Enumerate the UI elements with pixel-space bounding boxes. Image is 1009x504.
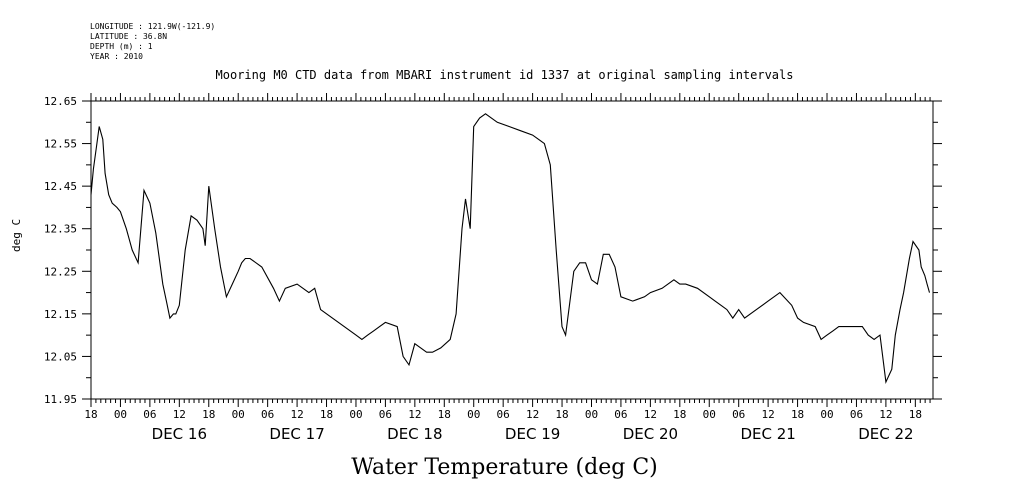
x-tick-label: 00	[467, 408, 480, 421]
y-tick-label: 12.15	[44, 308, 77, 321]
chart-title: Mooring M0 CTD data from MBARI instrumen…	[215, 68, 794, 82]
y-tick-label: 11.95	[44, 393, 77, 406]
x-day-label: DEC 16	[152, 425, 207, 443]
x-tick-label: 00	[703, 408, 716, 421]
x-tick-label: 18	[438, 408, 451, 421]
x-tick-label: 00	[114, 408, 127, 421]
x-day-label: DEC 17	[269, 425, 324, 443]
y-axis-label: deg C	[10, 218, 23, 252]
x-tick-label: 12	[290, 408, 303, 421]
x-tick-label: 06	[497, 408, 510, 421]
x-day-label: DEC 18	[387, 425, 442, 443]
x-tick-label: 18	[320, 408, 333, 421]
y-tick-label: 12.55	[44, 138, 77, 151]
x-tick-label: 06	[379, 408, 392, 421]
year-text: YEAR : 2010	[90, 52, 143, 61]
x-tick-label: 00	[232, 408, 245, 421]
x-day-label: DEC 19	[505, 425, 560, 443]
x-day-label: DEC 21	[740, 425, 795, 443]
x-tick-label: 18	[673, 408, 686, 421]
x-tick-label: 00	[585, 408, 598, 421]
x-tick-label: 00	[820, 408, 833, 421]
y-tick-label: 12.35	[44, 223, 77, 236]
x-tick-label: 12	[879, 408, 892, 421]
x-tick-label: 18	[791, 408, 804, 421]
x-tick-label: 18	[555, 408, 568, 421]
x-tick-label: 12	[408, 408, 421, 421]
x-day-label: DEC 20	[623, 425, 678, 443]
latitude-text: LATITUDE : 36.8N	[90, 32, 168, 41]
x-tick-label: 06	[850, 408, 863, 421]
y-tick-label: 12.25	[44, 265, 77, 278]
x-tick-label: 18	[84, 408, 97, 421]
y-tick-label: 12.05	[44, 350, 77, 363]
x-tick-label: 12	[173, 408, 186, 421]
x-tick-label: 06	[143, 408, 156, 421]
x-tick-label: 18	[909, 408, 922, 421]
depth-text: DEPTH (m) : 1	[90, 42, 153, 51]
x-tick-label: 06	[614, 408, 627, 421]
x-tick-label: 00	[349, 408, 362, 421]
metadata-block: LONGITUDE : 121.9W(-121.9) LATITUDE : 36…	[90, 22, 215, 62]
x-day-label: DEC 22	[858, 425, 913, 443]
plot-frame	[90, 100, 934, 400]
x-tick-label: 12	[644, 408, 657, 421]
x-tick-label: 12	[762, 408, 775, 421]
longitude-text: LONGITUDE : 121.9W(-121.9)	[90, 22, 216, 31]
x-tick-label: 06	[732, 408, 745, 421]
x-tick-label: 06	[261, 408, 274, 421]
x-tick-label: 18	[202, 408, 215, 421]
y-tick-label: 12.65	[44, 95, 77, 108]
x-tick-label: 12	[526, 408, 539, 421]
x-axis-label: Water Temperature (deg C)	[351, 455, 658, 480]
series-line	[90, 113, 931, 384]
y-tick-label: 12.45	[44, 180, 77, 193]
